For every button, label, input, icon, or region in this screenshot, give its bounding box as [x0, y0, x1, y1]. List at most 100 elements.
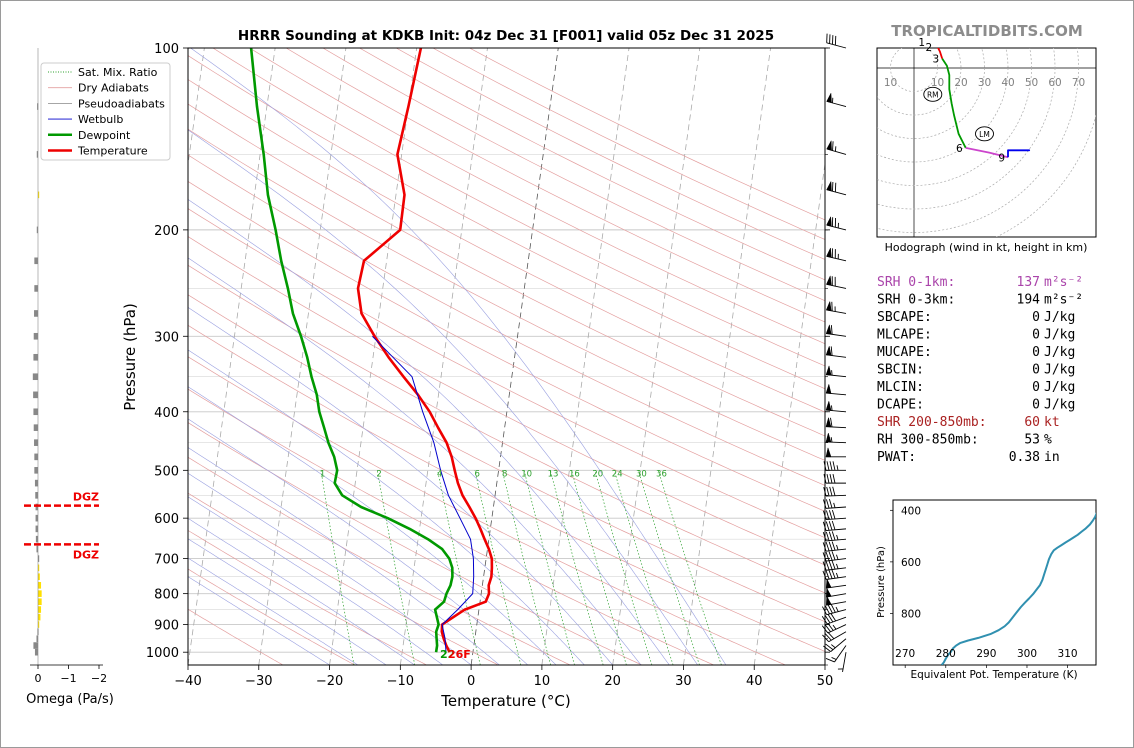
index-unit: J/kg [1044, 363, 1075, 378]
barb-half [830, 437, 833, 443]
barb-full [825, 561, 830, 571]
barb-full [825, 643, 834, 651]
barb-full [824, 624, 831, 633]
mixing-ratio-label: 24 [612, 470, 623, 480]
mixing-ratio-label: 20 [592, 470, 603, 480]
omega-bar [38, 564, 40, 572]
barb-full [827, 622, 834, 631]
dry-adiabat [188, 388, 714, 665]
y-tick-label: 800 [154, 588, 179, 603]
series-line-dewpoint [249, 48, 454, 653]
omega-bar [34, 285, 38, 292]
barb-flag [826, 247, 832, 258]
y-tick-label: 700 [154, 553, 179, 568]
barb-staff [826, 42, 847, 49]
barb-staff [826, 548, 847, 552]
hodograph-ring-label: 30 [978, 77, 991, 89]
omega-bar [34, 439, 38, 446]
index-label: SBCAPE: [877, 310, 932, 325]
barb-full [825, 570, 830, 580]
barb-full [828, 551, 833, 561]
omega-bar [38, 613, 41, 621]
theta-e-line [940, 512, 1096, 665]
y-tick-label: 100 [154, 42, 179, 57]
moist-adiabat [188, 257, 642, 665]
dry-adiabat [188, 79, 825, 413]
theta-e-ticks: 270 280 290 300 310 400 600 800 [890, 505, 1078, 668]
omega-bar [33, 642, 38, 649]
index-unit: J/kg [1044, 328, 1075, 343]
barb-half [836, 554, 839, 560]
index-unit: J/kg [1044, 310, 1075, 325]
hodograph-height-label: 1 [918, 37, 925, 49]
barb-flag [825, 577, 832, 589]
index-value: 137 [1017, 275, 1040, 290]
index-value: 0 [1032, 310, 1040, 325]
hodograph-height-label: 9 [998, 152, 1005, 164]
wind-barb [825, 432, 847, 444]
dgz-top-label: DGZ [73, 491, 99, 504]
theta-e-x-tick-label: 300 [1017, 648, 1037, 660]
dry-adiabat [188, 264, 825, 594]
mixing-ratio-line [638, 470, 700, 665]
sounding-indices: SRH 0-1km: 137 m²s⁻² SRH 0-3km: 194 m²s⁻² SBCA… [877, 275, 1083, 465]
hodograph-storm-marker-label: LM [979, 130, 990, 139]
hodograph-ring [877, 48, 985, 139]
y-axis-ticks: 100 200 300 400 500 600 700 800 900 1000 [146, 42, 830, 666]
barb-flag [826, 139, 832, 151]
x-tick-label: 50 [817, 674, 834, 689]
wind-barb [825, 345, 847, 358]
omega-bar [34, 479, 38, 487]
moist-adiabat [188, 557, 359, 665]
omega-bar [35, 503, 38, 511]
theta-e-x-tick-label: 270 [895, 648, 915, 660]
barb-half [835, 606, 839, 612]
isotherm [541, 48, 630, 665]
barb-staff [826, 567, 847, 571]
theta-e-y-tick-label: 600 [901, 557, 921, 569]
index-value: 0 [1032, 345, 1040, 360]
barb-full [821, 625, 829, 634]
index-value: 0 [1032, 328, 1040, 343]
wind-barb [822, 541, 847, 552]
omega-bar [38, 555, 40, 562]
x-tick-label: −10 [387, 674, 414, 689]
wind-barb [826, 33, 847, 49]
barb-staff [834, 645, 847, 663]
index-unit: J/kg [1044, 345, 1075, 360]
surface-temperature-label: 26F [448, 648, 471, 661]
barb-full [824, 605, 830, 615]
legend: Sat. Mix. Ratio Dry Adiabats Pseudoadiabat… [40, 62, 171, 161]
omega-bar [33, 391, 38, 399]
dry-adiabat [188, 55, 825, 390]
omega-bar [33, 353, 38, 361]
omega-bar [33, 408, 38, 416]
hodograph-segment [965, 147, 1009, 159]
barb-full [822, 570, 827, 580]
wind-barb [825, 400, 847, 413]
barb-flag [826, 215, 832, 227]
index-unit: in [1044, 450, 1060, 465]
mixing-ratio-label: 8 [502, 470, 507, 480]
index-value: 0.38 [1009, 450, 1040, 465]
omega-bar [34, 648, 38, 656]
wind-barb [822, 531, 847, 542]
barb-flag [825, 400, 832, 411]
index-value: 60 [1024, 415, 1040, 430]
wind-barb [826, 139, 847, 155]
barb-full [828, 510, 833, 520]
moist-adiabat [188, 496, 443, 665]
wind-barb [825, 645, 847, 663]
isotherm [683, 48, 771, 665]
wind-barb [823, 486, 847, 497]
wind-barb [826, 247, 847, 262]
hodograph-labels: 10 10 20 30 40 50 60 70 1 23 6 9 RM LM [884, 37, 1085, 164]
barb-full [826, 486, 830, 497]
barb-half [836, 563, 839, 569]
omega-panel: 0 −1 −2 DGZ DGZ Omega (Pa/s) [24, 48, 114, 707]
barb-full [828, 498, 833, 509]
omega-bar [34, 257, 38, 265]
isotherm [470, 48, 559, 665]
hodograph-ring [877, 48, 1056, 210]
barb-staff [825, 494, 847, 497]
